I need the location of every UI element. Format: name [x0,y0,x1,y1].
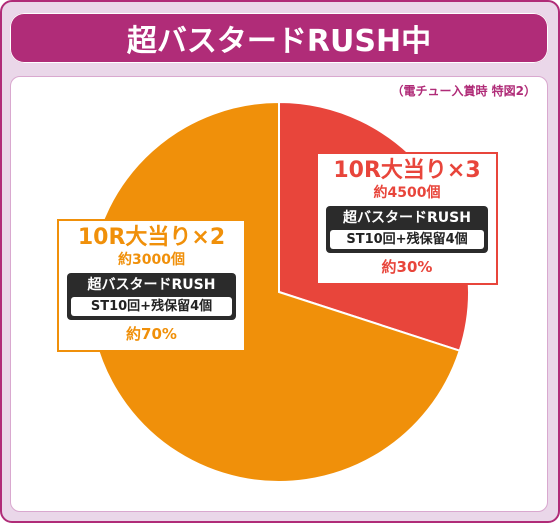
chart-note: （電チュー入賞時 特図2） [391,84,536,98]
slice-label-percent: 約70% [126,325,177,343]
slice-label-x2: 10R大当り×2 約3000個 超バスタードRUSH ST10回+残保留4個 約… [57,219,246,352]
slice-label-x3: 10R大当り×3 約4500個 超バスタードRUSH ST10回+残保留4個 約… [316,152,498,285]
slice-label-count: 約3000個 [118,252,185,268]
pie-slice-2 [88,100,461,483]
chart-title: 超バスタードRUSH中 [126,24,432,59]
slice-label-st: ST10回+残保留4個 [71,297,232,316]
slice-label-percent: 約30% [381,258,433,276]
title-bar: 超バスタードRUSH中 [10,13,548,63]
slice-label-title: 10R大当り×2 [77,225,226,250]
slice-label-count: 約4500個 [373,185,441,201]
slice-label-mode-box: 超バスタードRUSH ST10回+残保留4個 [326,206,488,253]
slice-label-mode: 超バスタードRUSH [343,210,471,226]
slice-label-title: 10R大当り×3 [333,158,481,183]
slice-label-st: ST10回+残保留4個 [330,230,484,249]
slice-label-mode-box: 超バスタードRUSH ST10回+残保留4個 [67,273,236,320]
slice-label-mode: 超バスタードRUSH [87,277,216,293]
